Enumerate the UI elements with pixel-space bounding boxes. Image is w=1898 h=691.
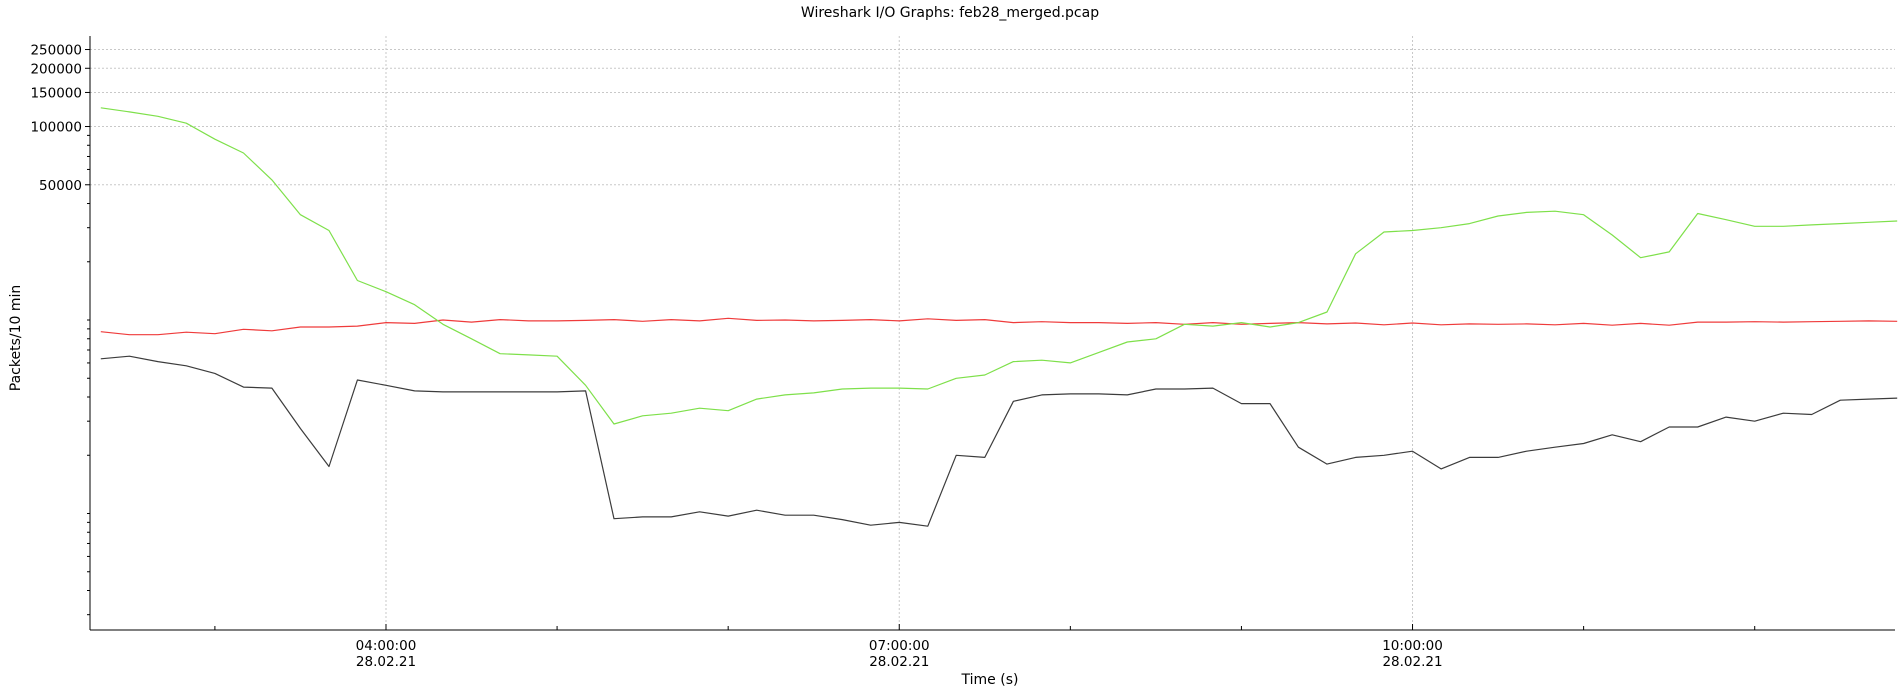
y-axis-label: Packets/10 min <box>8 285 24 391</box>
x-tick-time-label: 10:00:00 <box>1382 638 1443 654</box>
axes <box>85 36 1895 631</box>
x-tick-time-label: 07:00:00 <box>869 638 930 654</box>
x-tick-date-label: 28.02.21 <box>356 654 416 670</box>
x-tick-date-label: 28.02.21 <box>869 654 929 670</box>
y-tick-label: 50000 <box>39 178 82 194</box>
x-tick-time-label: 04:00:00 <box>356 638 417 654</box>
x-axis-label: Time (s) <box>961 672 1019 688</box>
series-line-3 <box>100 355 1898 527</box>
chart-title: Wireshark I/O Graphs: feb28_merged.pcap <box>801 5 1099 21</box>
series-lines <box>100 107 1898 527</box>
y-tick-label: 150000 <box>30 85 82 101</box>
y-tick-label: 200000 <box>30 61 82 77</box>
y-tick-label: 250000 <box>30 43 82 59</box>
x-tick-date-label: 28.02.21 <box>1382 654 1442 670</box>
series-line-2 <box>100 107 1898 425</box>
series-line-1 <box>100 317 1898 336</box>
grid-lines <box>90 36 1895 630</box>
y-tick-label: 100000 <box>30 120 82 136</box>
tick-labels: 5000010000015000020000025000004:00:0028.… <box>30 43 1442 670</box>
